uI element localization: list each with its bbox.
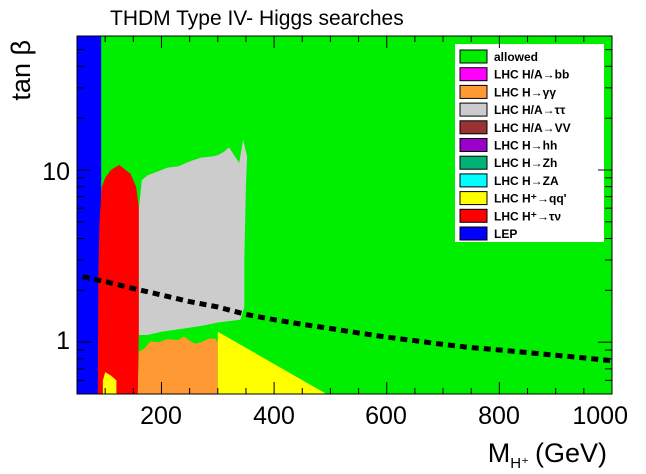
y-tick-label-1: 1 xyxy=(56,327,70,355)
dashed-curve xyxy=(82,274,612,364)
x-tick-label-400: 400 xyxy=(253,402,295,430)
legend-label-hhh: LHC H→hh xyxy=(494,139,557,153)
excluded-regions xyxy=(77,36,327,394)
region-htn-1 xyxy=(97,164,139,394)
y-axis-title: tan β xyxy=(6,40,36,101)
legend-swatch-htn xyxy=(459,208,488,223)
x-axis-title-unit: (GeV) xyxy=(535,438,607,468)
x-tick-label-800: 800 xyxy=(478,402,520,430)
region-lep-0 xyxy=(77,36,102,394)
legend-label-lep: LEP xyxy=(494,227,517,241)
legend-label-hzh: LHC H→Zh xyxy=(494,156,557,170)
axes xyxy=(77,36,613,395)
x-axis-title-subscript: H⁺ xyxy=(510,455,529,472)
legend-swatch-hqq xyxy=(459,191,488,206)
chart-title: THDM Type IV- Higgs searches xyxy=(110,7,404,30)
region-hqq-5 xyxy=(102,372,117,394)
region-hqq-4 xyxy=(217,331,327,394)
legend-swatch-htt xyxy=(459,102,488,117)
legend-label-hza: LHC H→ZA xyxy=(494,174,559,188)
plot-frame xyxy=(76,35,613,395)
legend-entries: allowed LHC H/A→bb LHC H→γγ LHC H/A→ττ LHC H… xyxy=(459,49,571,241)
legend-swatch-hgg xyxy=(459,84,488,99)
y-tick-label-10: 10 xyxy=(42,158,70,186)
legend-swatch-hbb xyxy=(459,67,488,82)
legend-label-htt: LHC H/A→ττ xyxy=(494,103,566,117)
legend-label-htn: LHC H⁺→τν xyxy=(494,209,561,223)
legend-label-hbb: LHC H/A→bb xyxy=(494,68,569,82)
legend-label-hgg: LHC H→γγ xyxy=(494,85,556,99)
legend: allowed LHC H/A→bb LHC H→γγ LHC H/A→ττ LHC H… xyxy=(455,44,604,242)
region-hgg-3 xyxy=(137,336,218,394)
legend-swatch-hhh xyxy=(459,138,488,152)
region-htt-2 xyxy=(138,139,248,335)
x-axis-title-main: M xyxy=(488,438,511,468)
legend-swatch-hzh xyxy=(459,155,488,170)
legend-swatch-hza xyxy=(459,173,488,188)
legend-swatch-lep xyxy=(459,226,488,241)
x-tick-label-600: 600 xyxy=(365,402,407,430)
legend-label-hqq: LHC H⁺→qq' xyxy=(494,192,567,206)
dashed-curve-layer xyxy=(82,274,612,364)
legend-label-hvv: LHC H/A→VV xyxy=(494,121,571,135)
legend-swatch-allowed xyxy=(459,49,488,64)
x-tick-label-1000: 1000 xyxy=(572,402,628,430)
legend-swatch-hvv xyxy=(459,120,488,135)
legend-label-allowed: allowed xyxy=(494,50,538,64)
x-axis-title: MH⁺ (GeV) xyxy=(488,438,607,472)
x-tick-label-200: 200 xyxy=(140,402,182,430)
